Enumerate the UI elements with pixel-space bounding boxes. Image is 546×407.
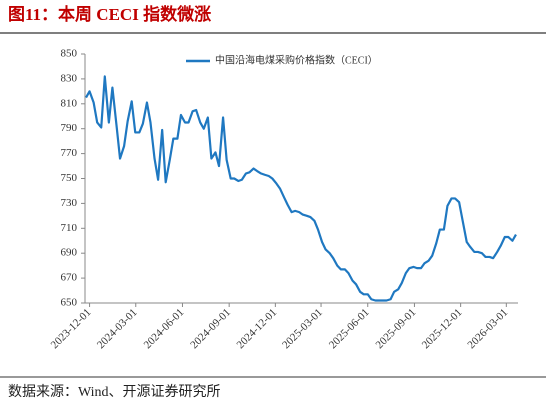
x-tick-label: 2024-09-01 [188, 306, 233, 351]
x-tick-label: 2025-09-01 [374, 306, 419, 351]
y-tick-label: 750 [61, 172, 78, 184]
x-tick-label: 2023-12-01 [49, 306, 94, 351]
y-tick-label: 650 [61, 297, 78, 309]
x-tick-label: 2025-12-01 [420, 306, 465, 351]
y-tick-label: 790 [61, 122, 78, 134]
data-line [85, 75, 517, 302]
y-tick-label: 670 [61, 272, 78, 284]
y-tick-label: 830 [61, 72, 78, 84]
chart-title: 图11：本周 CECI 指数微涨 [8, 4, 211, 24]
x-tick-label: 2025-06-01 [327, 306, 372, 351]
x-tick-label: 2024-03-01 [95, 306, 140, 351]
y-tick-label: 810 [61, 97, 78, 109]
x-tick-label: 2025-03-01 [280, 306, 325, 351]
source-note: 数据来源：Wind、开源证券研究所 [8, 384, 221, 400]
y-tick-label: 770 [61, 147, 78, 159]
x-tick-label: 2024-06-01 [142, 306, 187, 351]
x-tick-label: 2024-12-01 [234, 306, 279, 351]
y-tick-label: 710 [61, 222, 78, 234]
x-tick-label: 2026-03-01 [465, 306, 510, 351]
y-tick-label: 850 [61, 48, 78, 60]
y-tick-label: 730 [61, 197, 78, 209]
legend-label: 中国沿海电煤采购价格指数（CECI） [215, 53, 378, 66]
y-tick-label: 690 [61, 247, 78, 259]
